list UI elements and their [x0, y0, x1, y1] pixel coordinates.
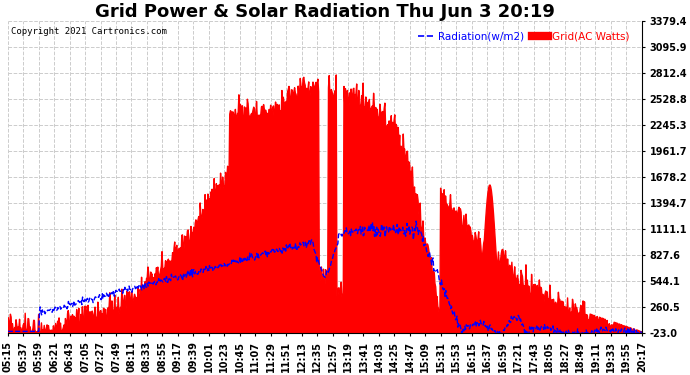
Text: Copyright 2021 Cartronics.com: Copyright 2021 Cartronics.com [11, 27, 167, 36]
Legend: Radiation(w/m2), Grid(AC Watts): Radiation(w/m2), Grid(AC Watts) [413, 28, 633, 46]
Title: Grid Power & Solar Radiation Thu Jun 3 20:19: Grid Power & Solar Radiation Thu Jun 3 2… [95, 3, 555, 21]
